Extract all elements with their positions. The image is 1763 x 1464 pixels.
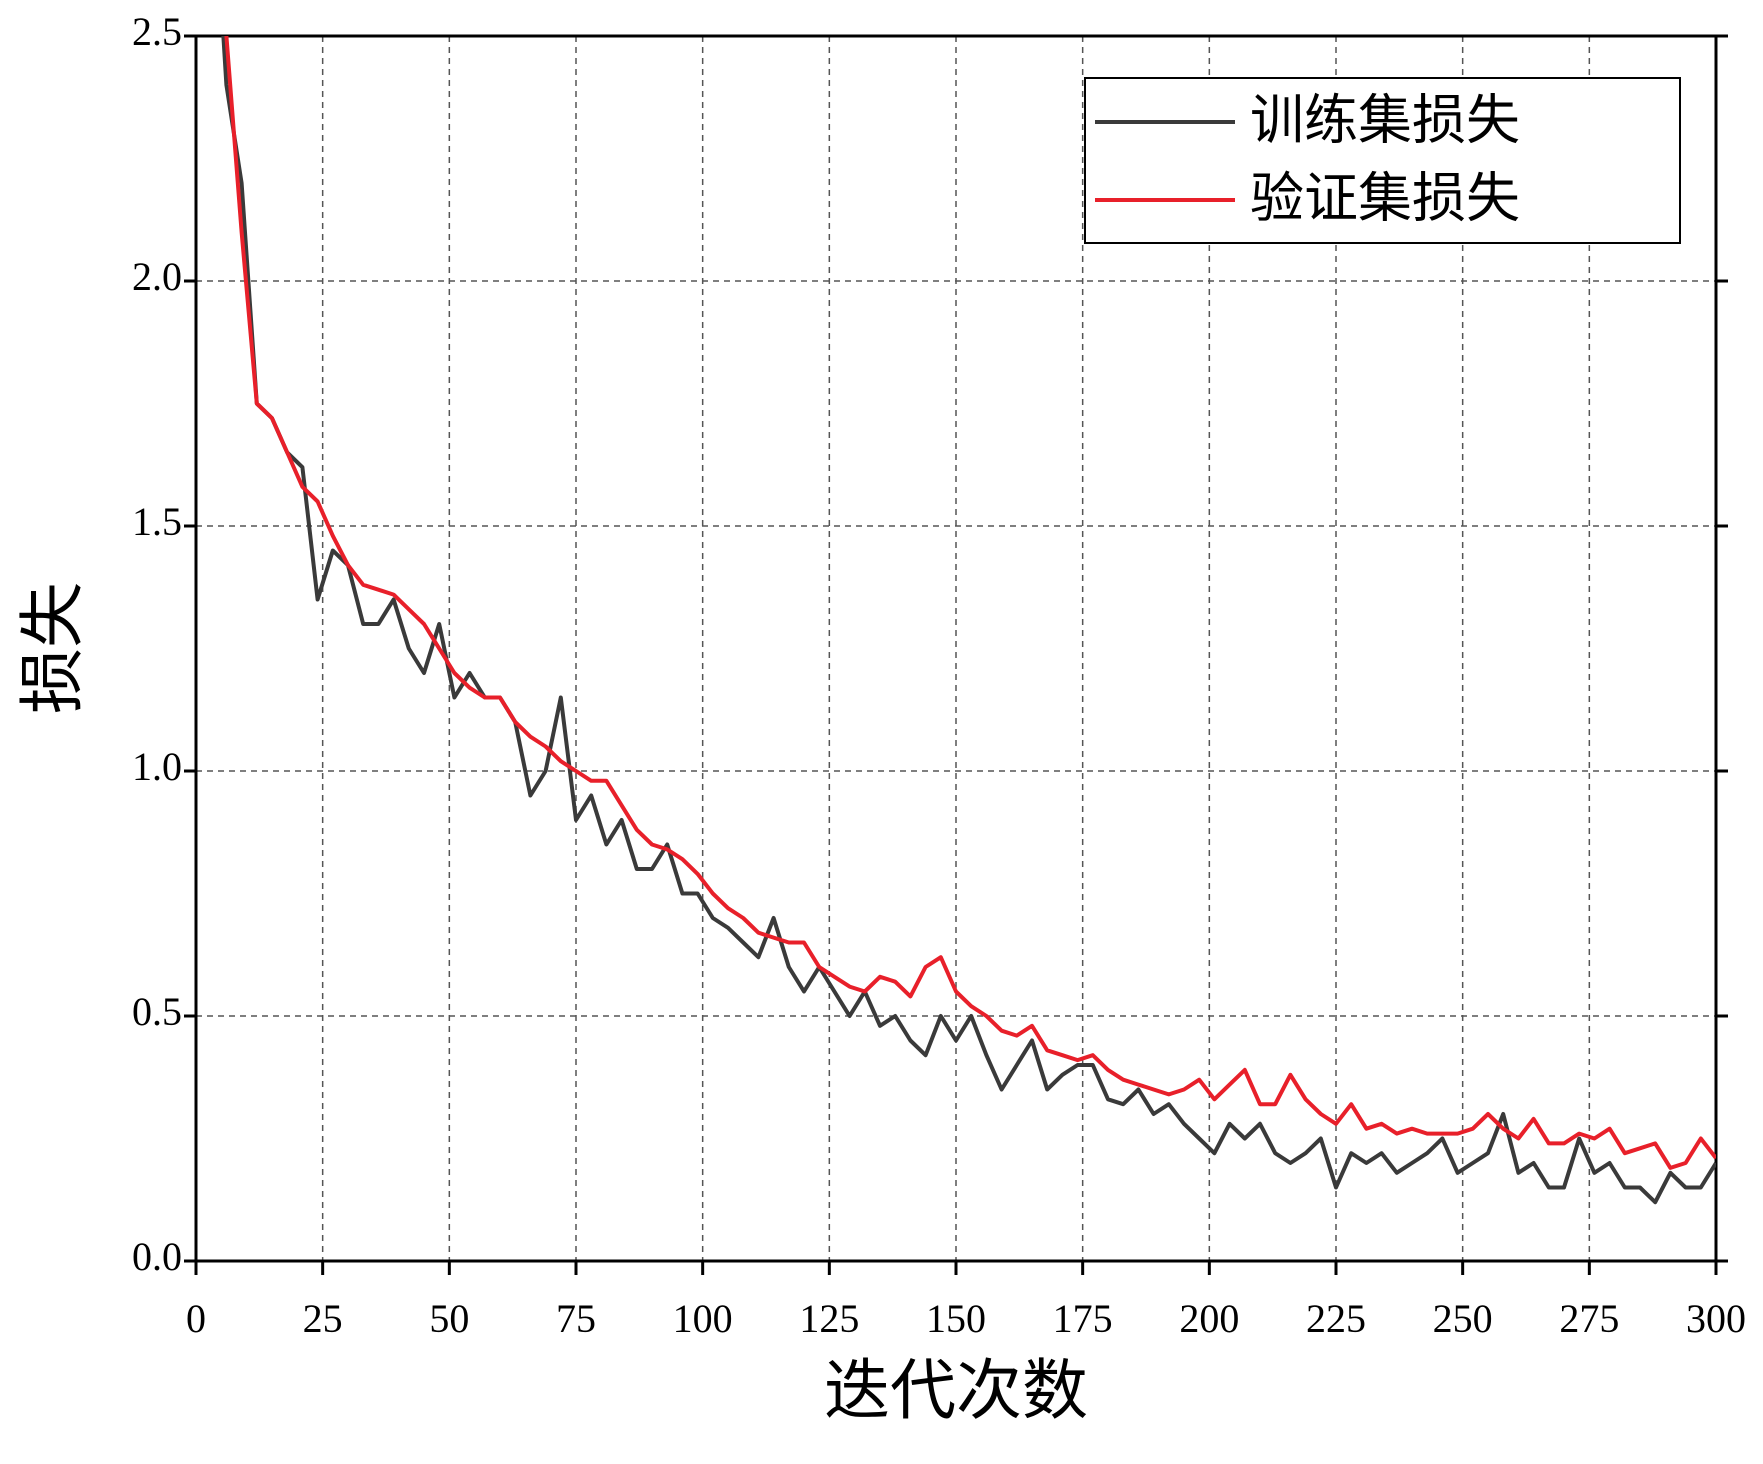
x-tick-label: 25	[303, 1296, 343, 1341]
y-tick-label: 0.0	[132, 1234, 182, 1279]
x-tick-label: 100	[673, 1296, 733, 1341]
x-tick-label: 75	[556, 1296, 596, 1341]
x-tick-label: 50	[429, 1296, 469, 1341]
legend-label: 训练集损失	[1250, 90, 1520, 150]
plot-frame	[194, 34, 1718, 1263]
legend-label: 验证集损失	[1250, 168, 1520, 228]
y-tick-label: 2.0	[132, 254, 182, 299]
x-tick-label: 300	[1686, 1296, 1746, 1341]
legend-box	[1084, 77, 1681, 244]
y-tick-label: 2.5	[132, 9, 182, 54]
line-series	[224, 36, 1716, 1170]
x-tick-label: 200	[1179, 1296, 1239, 1341]
line-series	[221, 36, 1716, 1205]
x-tick-label: 0	[186, 1296, 206, 1341]
x-axis-title: 迭代次数	[824, 1355, 1088, 1428]
y-tick-label: 1.0	[132, 744, 182, 789]
y-tick-label: 1.5	[132, 499, 182, 544]
y-tick-label: 0.5	[132, 989, 182, 1034]
x-tick-label: 250	[1433, 1296, 1493, 1341]
x-tick-label: 225	[1306, 1296, 1366, 1341]
y-axis-title: 损失	[17, 582, 90, 714]
x-tick-label: 125	[799, 1296, 859, 1341]
x-tick-label: 275	[1559, 1296, 1619, 1341]
x-tick-label: 175	[1053, 1296, 1113, 1341]
x-tick-label: 150	[926, 1296, 986, 1341]
